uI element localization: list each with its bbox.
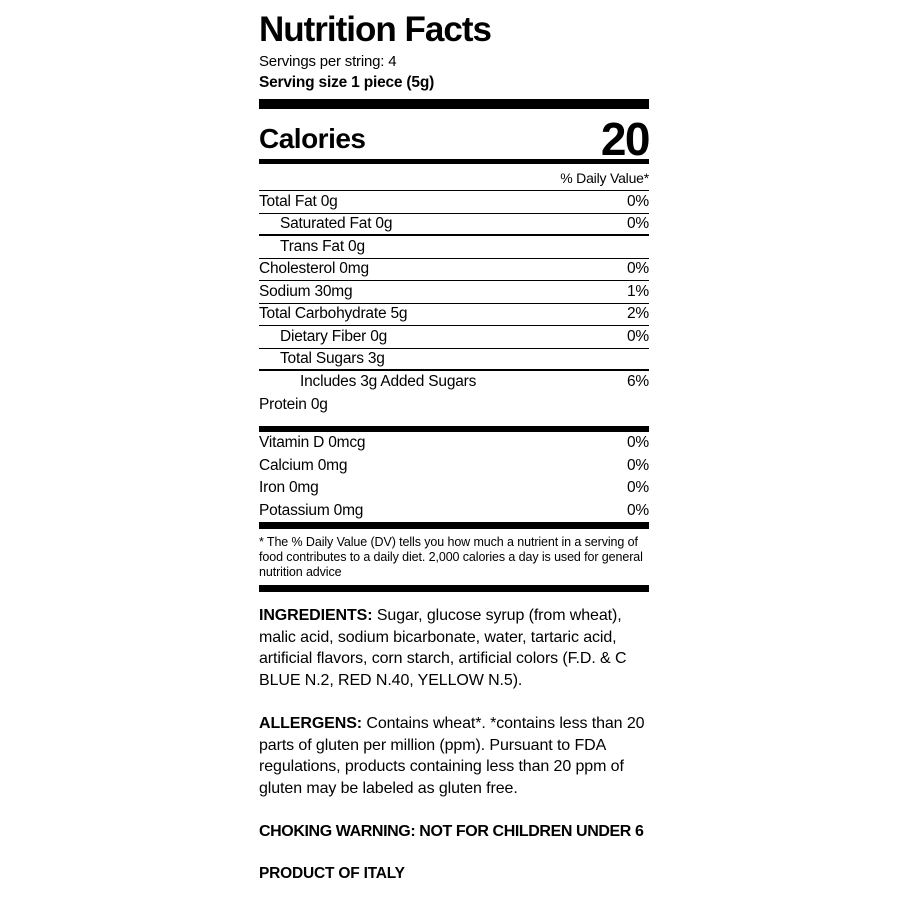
ingredients-heading: INGREDIENTS: — [259, 607, 373, 624]
calories-label: Calories — [259, 123, 366, 154]
nutrient-dv: 2% — [626, 305, 649, 323]
divider-above-vitamins — [259, 426, 649, 432]
calories-value: 20 — [600, 113, 651, 166]
choking-warning: CHOKING WARNING: NOT FOR CHILDREN UNDER … — [259, 823, 644, 840]
nutrient-row: Cholesterol 0mg 0% — [259, 259, 649, 281]
nutrient-dv: 0% — [626, 260, 649, 278]
allergens-heading: ALLERGENS: — [259, 715, 363, 732]
nutrient-name: Total Fat 0g — [259, 192, 338, 210]
ingredients-text: Sugar, glucose syrup (from wheat), malic… — [259, 607, 627, 689]
nutrient-row: Sodium 30mg 1% — [259, 281, 649, 304]
vitamin-name: Vitamin D 0mcg — [259, 434, 366, 452]
nutrition-facts-label: Nutrition Facts Servings per string: 4 S… — [259, 10, 651, 883]
nutrient-name: Total Carbohydrate 5g — [259, 305, 408, 323]
vitamin-row: Vitamin D 0mcg 0% — [259, 432, 649, 455]
nutrient-row: Total Sugars 3g — [259, 349, 649, 371]
nutrient-name: Sodium 30mg — [259, 282, 353, 300]
nutrient-row: Includes 3g Added Sugars 6% — [259, 371, 649, 394]
nutrient-dv: 1% — [626, 282, 649, 300]
vitamin-dv: 0% — [626, 501, 649, 519]
nutrient-row: Trans Fat 0g — [259, 236, 649, 259]
label-title: Nutrition Facts — [259, 10, 492, 49]
divider-below-vitamins — [259, 522, 649, 529]
nutrient-name: Dietary Fiber 0g — [280, 327, 388, 345]
nutrient-name: Total Sugars 3g — [280, 349, 385, 367]
vitamin-dv: 0% — [626, 456, 649, 474]
ingredients-paragraph: INGREDIENTS: Sugar, glucose syrup (from … — [259, 605, 649, 691]
vitamin-row: Calcium 0mg 0% — [259, 455, 649, 478]
nutrient-dv: 0% — [626, 192, 649, 210]
vitamin-dv: 0% — [626, 434, 649, 452]
nutrient-row: Total Fat 0g 0% — [259, 191, 649, 214]
vitamin-row: Potassium 0mg 0% — [259, 500, 649, 523]
nutrient-row: Saturated Fat 0g 0% — [259, 214, 649, 236]
divider-below-footnote — [259, 585, 649, 592]
serving-size: Serving size 1 piece (5g) — [259, 74, 435, 91]
nutrient-row: Protein 0g — [259, 394, 649, 417]
vitamin-name: Calcium 0mg — [259, 456, 348, 474]
nutrient-dv: 6% — [626, 373, 649, 391]
nutrient-name: Includes 3g Added Sugars — [300, 373, 477, 391]
nutrient-name: Cholesterol 0mg — [259, 260, 369, 278]
nutrient-name: Trans Fat 0g — [280, 237, 365, 255]
nutrient-row: Total Carbohydrate 5g 2% — [259, 304, 649, 326]
daily-value-footnote: * The % Daily Value (DV) tells you how m… — [259, 535, 643, 579]
nutrient-row: Dietary Fiber 0g 0% — [259, 326, 649, 349]
allergens-paragraph: ALLERGENS: Contains wheat*. *contains le… — [259, 713, 649, 799]
calories-row: Calories 20 — [259, 109, 651, 166]
nutrient-name: Protein 0g — [259, 395, 328, 413]
nutrient-name: Saturated Fat 0g — [280, 214, 393, 232]
vitamin-dv: 0% — [626, 479, 649, 497]
vitamin-row: Iron 0mg 0% — [259, 477, 649, 500]
vitamin-name: Potassium 0mg — [259, 501, 364, 519]
thick-divider-top — [259, 99, 649, 109]
servings-per-container: Servings per string: 4 — [259, 53, 397, 70]
nutrient-dv: 0% — [626, 327, 649, 345]
divider-below-calories — [259, 159, 649, 164]
nutrient-dv: 0% — [626, 214, 649, 232]
daily-value-header: % Daily Value* — [259, 164, 649, 191]
product-origin: PRODUCT OF ITALY — [259, 865, 405, 882]
vitamin-name: Iron 0mg — [259, 479, 319, 497]
allergens-text: Contains wheat*. *contains less than 20 … — [259, 715, 645, 797]
